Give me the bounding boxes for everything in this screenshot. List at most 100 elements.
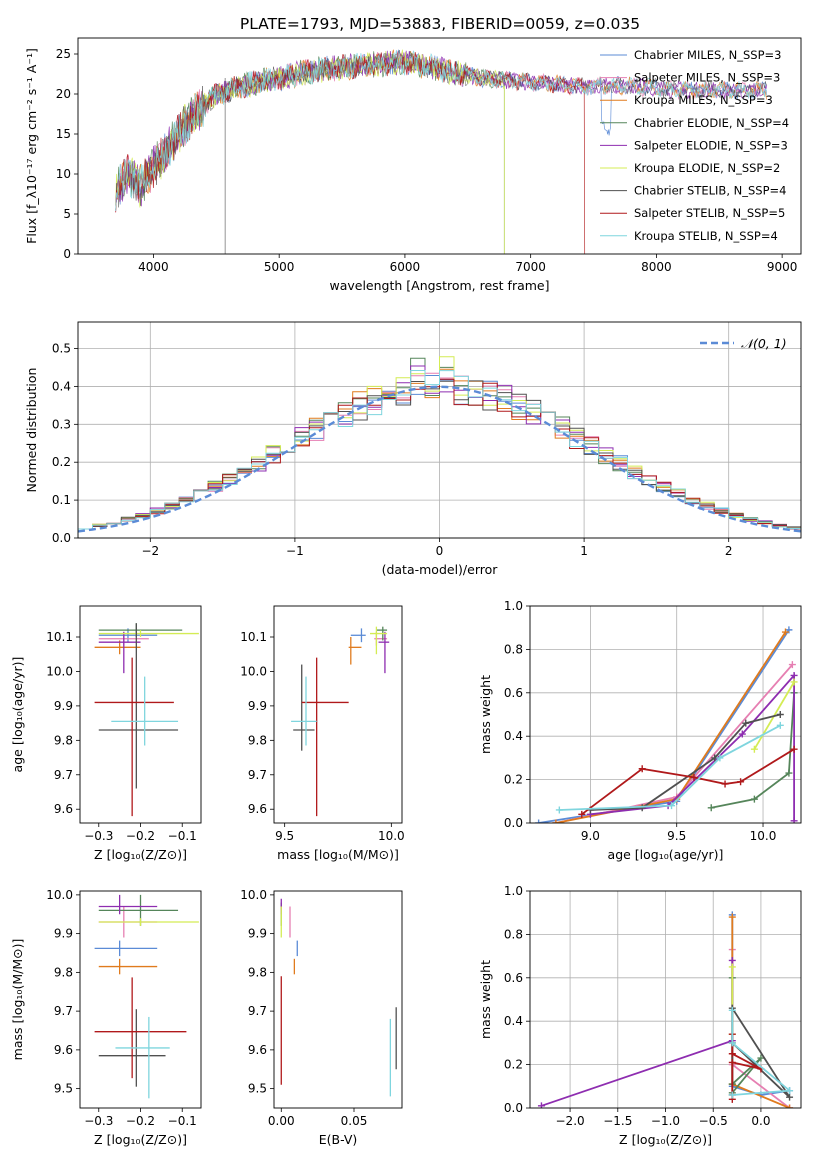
y-tick-label: 10.1: [240, 630, 267, 644]
series-marker: [738, 730, 746, 738]
series-marker: [578, 810, 586, 818]
series-marker: [776, 721, 784, 729]
panel-residuals: −2 −1 0 1 2 0.0 0.1 0.2 0.3 0.4 0.5 (data-model)/er…: [24, 321, 802, 577]
x-tick-label: −0.2: [126, 1114, 155, 1128]
mass-weight-series: [555, 721, 784, 814]
series-marker: [786, 1093, 794, 1101]
x-tick-label: −0.2: [126, 829, 155, 843]
y-tick-label: 9.9: [54, 699, 73, 713]
series-marker: [638, 804, 646, 812]
x-tick-label: −1: [286, 544, 304, 558]
x-tick-label: 1: [580, 544, 588, 558]
series-marker: [785, 769, 793, 777]
x-tick-label: −1.5: [603, 1114, 632, 1128]
legend-entry: Chabrier MILES, N_SSP=3: [634, 48, 781, 62]
x-tick-label: 7000: [515, 260, 546, 274]
y-axis-label: mass weight: [478, 960, 493, 1039]
y-tick-label: 0.0: [504, 1101, 523, 1115]
x-tick-label: 6000: [390, 260, 421, 274]
series-marker: [750, 795, 758, 803]
series-marker: [786, 1087, 794, 1095]
x-tick-label: −1.0: [651, 1114, 680, 1128]
series-marker: [790, 678, 798, 686]
plot-area: [78, 356, 801, 538]
series-marker: [728, 1006, 736, 1014]
series-marker: [742, 719, 750, 727]
y-axis-label: age [log₁₀(age/yr)]: [10, 657, 25, 773]
y-tick-label: 0.4: [504, 729, 523, 743]
x-tick-label: 9000: [767, 260, 798, 274]
mass-weight-series: [552, 628, 789, 823]
mass-weight-series: [707, 689, 798, 812]
y-tick-label: 9.6: [248, 1043, 267, 1057]
x-tick-label: −0.5: [699, 1114, 728, 1128]
mass-weight-series: [537, 956, 736, 1108]
y-tick-label: 0.4: [52, 379, 71, 393]
y-tick-label: 10.0: [240, 664, 267, 678]
legend-entry: Kroupa STELIB, N_SSP=4: [634, 229, 778, 243]
series-marker: [552, 819, 560, 823]
y-tick-label: 10.1: [46, 630, 73, 644]
legend-entry: Salpeter STELIB, N_SSP=5: [634, 206, 785, 220]
y-tick-label: 0.3: [52, 417, 71, 431]
error-point: [291, 676, 317, 746]
x-tick-label: 4000: [138, 260, 169, 274]
y-axis-label: mass weight: [478, 675, 493, 754]
panel-spectrum: 4000 5000 6000 7000 8000 9000 0 5 10 15 20 25 wavele…: [24, 37, 802, 293]
series-marker: [535, 819, 543, 823]
legend-entry: Chabrier ELODIE, N_SSP=4: [634, 116, 789, 130]
x-tick-label: 9.5: [275, 829, 294, 843]
series-marker: [781, 628, 789, 636]
legend-entry: 𝒩(0, 1): [741, 336, 787, 351]
error-point: [94, 977, 187, 1079]
error-point: [94, 940, 158, 957]
error-point: [378, 631, 390, 674]
mass-weight-series: [578, 745, 798, 818]
x-tick-label: 9.0: [581, 829, 600, 843]
series-marker: [668, 802, 676, 810]
x-tick-label: −0.3: [84, 1114, 113, 1128]
series-marker: [555, 806, 563, 814]
series-marker: [790, 671, 798, 679]
series-marker: [728, 913, 736, 921]
x-axis-label: E(B-V): [319, 1132, 358, 1147]
y-tick-label: 0.2: [504, 773, 523, 787]
y-tick-label: 5: [63, 207, 71, 221]
y-axis-label: Flux [f_λ10⁻¹⁷ erg cm⁻² s⁻¹ A⁻¹]: [24, 48, 39, 244]
x-axis-label: Z [log₁₀(Z/Z⊙)]: [94, 1132, 187, 1147]
x-tick-label: 5000: [264, 260, 295, 274]
y-tick-label: 10.0: [46, 888, 73, 902]
series-marker: [737, 778, 745, 786]
legend-entry: Chabrier STELIB, N_SSP=4: [634, 184, 786, 198]
axes-frame: [77, 37, 802, 255]
x-tick-label: 10.0: [750, 829, 777, 843]
panel-age-vs-Z: −0.3 −0.2 −0.1 9.6 9.7 9.8 9.9 10.0 10.1 Z [log₁₀…: [10, 605, 202, 862]
series-marker: [786, 1104, 794, 1108]
panel-age-vs-mass: 9.5 10.0 9.6 9.7 9.8 9.9 10.0 10.1 mass [log₁₀(M…: [240, 605, 405, 862]
y-tick-label: 0.6: [504, 971, 523, 985]
error-point: [98, 958, 158, 975]
y-tick-label: 9.9: [248, 927, 267, 941]
y-tick-label: 9.7: [248, 768, 267, 782]
series-marker: [788, 661, 796, 669]
y-tick-label: 0.2: [52, 455, 71, 469]
spectrum-line: [115, 50, 768, 212]
x-tick-label: 2: [725, 544, 733, 558]
error-point: [94, 657, 174, 817]
y-tick-label: 0.2: [504, 1058, 523, 1072]
panel-mass-vs-Z: −0.3 −0.2 −0.1 9.5 9.6 9.7 9.8 9.9 10.0 Z [log₁₀(…: [10, 888, 202, 1147]
series-marker: [776, 711, 784, 718]
legend-entry: Salpeter ELODIE, N_SSP=3: [634, 138, 788, 152]
x-tick-label: 9.5: [667, 829, 686, 843]
series-marker: [790, 745, 798, 753]
y-tick-label: 9.6: [248, 802, 267, 816]
error-point: [98, 894, 158, 915]
series-marker: [728, 963, 736, 971]
plot-area: [291, 626, 390, 817]
series-marker: [750, 745, 758, 753]
x-axis-label: age [log₁₀(age/yr)]: [608, 847, 724, 862]
series-marker: [728, 1058, 736, 1066]
error-point: [98, 918, 199, 926]
legend-entry: Salpeter MILES, N_SSP=3: [634, 71, 780, 85]
y-tick-label: 0.0: [52, 531, 71, 545]
